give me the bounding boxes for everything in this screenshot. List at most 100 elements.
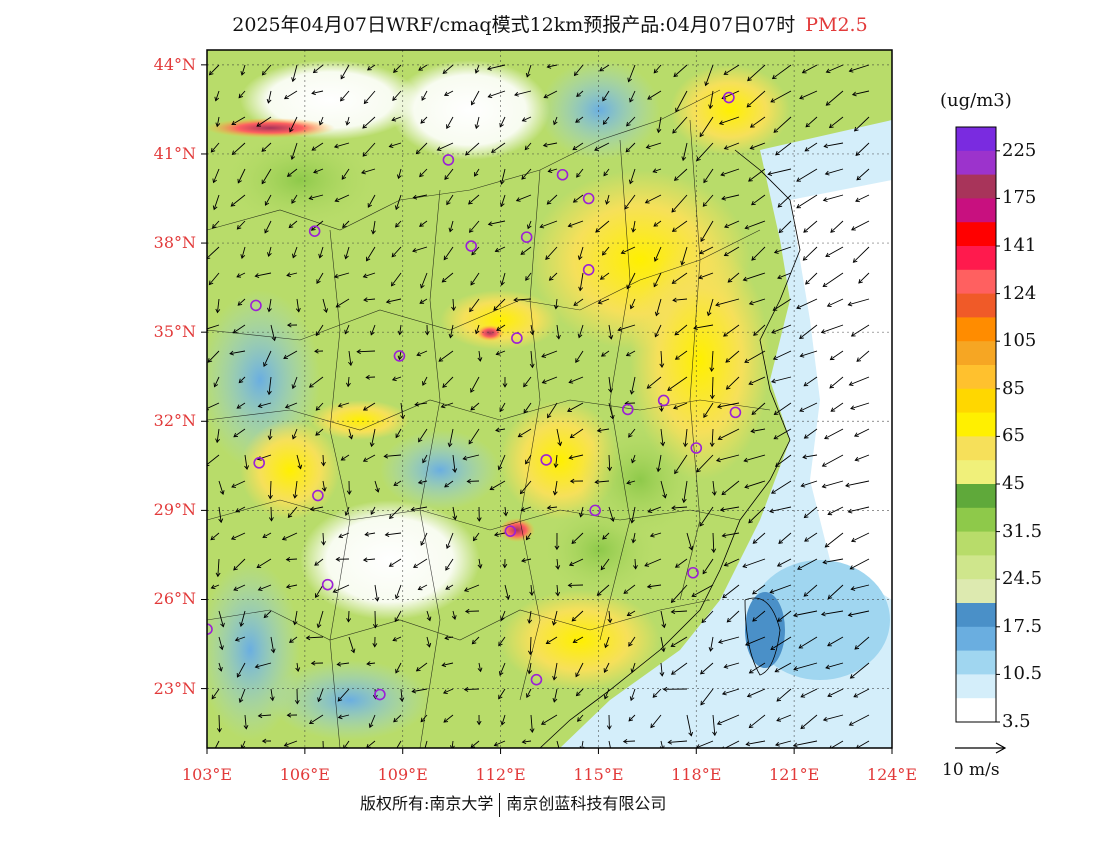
wind-vector (215, 298, 221, 314)
wind-vector (604, 636, 610, 649)
city-station-marker (465, 240, 478, 252)
wind-vector (444, 635, 454, 641)
wind-vector (649, 532, 662, 538)
wind-vector (625, 142, 636, 153)
wind-vector (725, 376, 740, 390)
colorbar-swatch (956, 127, 996, 152)
wind-vector (474, 116, 480, 130)
wind-vector (711, 480, 717, 496)
wind-vector (699, 116, 714, 138)
wind-vector (748, 662, 766, 674)
wind-vector (322, 298, 329, 314)
wind-vector (855, 194, 870, 203)
wind-vector (751, 246, 766, 261)
wind-vector (344, 324, 350, 335)
wind-vector (681, 142, 688, 162)
wind-vector (232, 324, 246, 334)
wind-vector (623, 584, 636, 594)
wind-vector (772, 298, 792, 311)
wind-vector (292, 610, 298, 626)
wind-vector (596, 584, 610, 596)
wind-vector (803, 506, 818, 519)
wind-vector (696, 454, 714, 473)
wind-vector (656, 454, 662, 473)
wind-vector (727, 272, 740, 283)
wind-vector (628, 428, 636, 438)
wind-vector (284, 402, 298, 409)
wind-vector (315, 402, 324, 411)
wind-vector (828, 116, 844, 129)
wind-vector (471, 636, 480, 645)
wind-vector (853, 428, 870, 437)
wind-vector (335, 298, 350, 308)
wind-vector (218, 480, 225, 495)
wind-vector (793, 662, 818, 671)
wind-vector (805, 272, 818, 285)
wind-vector (270, 324, 277, 342)
wind-vector (233, 558, 246, 571)
wind-vector (601, 246, 610, 256)
wind-vector (556, 740, 560, 748)
wind-vector (452, 454, 458, 473)
wind-vector (315, 428, 324, 436)
wind-vector (336, 661, 350, 667)
wind-vector (852, 246, 870, 263)
wind-vector (320, 740, 326, 748)
wind-vector (547, 168, 558, 173)
wind-vector (599, 64, 610, 72)
wind-vector (286, 168, 298, 177)
wind-vector (803, 428, 818, 439)
wind-vector (451, 610, 457, 620)
wind-vector (802, 454, 818, 460)
wind-vector (291, 428, 298, 440)
wind-vector (723, 324, 740, 337)
wind-vector (753, 324, 766, 336)
wind-vector (466, 478, 480, 484)
wind-vector (670, 609, 688, 615)
wind-vector (800, 688, 818, 698)
wind-vector (499, 402, 506, 413)
wind-vector (546, 505, 558, 511)
wind-vector (654, 298, 662, 317)
wind-vector (719, 506, 740, 513)
wind-vector (777, 194, 792, 208)
wind-vector (724, 220, 740, 229)
wind-vector (799, 90, 818, 100)
wind-vector (602, 90, 610, 102)
wind-vector (285, 584, 298, 589)
wind-vector (495, 427, 506, 433)
wind-vector (444, 480, 454, 488)
lon-tick-label: 103°E (181, 765, 233, 784)
wind-vector (314, 348, 324, 354)
wind-vector (294, 688, 300, 705)
wind-vector (571, 610, 584, 622)
wind-vector (261, 142, 272, 152)
wind-vector (527, 662, 533, 675)
wind-vector (647, 506, 662, 513)
wind-vector (715, 298, 740, 307)
wind-vector (207, 324, 220, 332)
wind-vector (744, 480, 766, 489)
wind-vector (825, 64, 844, 74)
wind-vector (775, 740, 792, 747)
wind-vector (797, 558, 818, 570)
wind-vector (672, 297, 688, 303)
colorbar (955, 126, 1000, 723)
wind-vector (395, 220, 402, 228)
wind-vector (391, 246, 402, 258)
wind-vector (547, 402, 558, 419)
wind-vector (708, 90, 714, 110)
wind-vector (363, 297, 376, 303)
wind-vector (496, 324, 506, 331)
wind-vector (704, 64, 714, 87)
wind-vector (709, 350, 715, 373)
wind-vector (771, 480, 792, 494)
wind-vector (417, 584, 428, 591)
wind-vector (546, 194, 558, 205)
colorbar-swatch (956, 603, 996, 628)
wind-vector (415, 662, 428, 672)
wind-vector (529, 350, 535, 369)
wind-vector (572, 194, 584, 203)
wind-vector (493, 532, 506, 537)
wind-vector (237, 168, 246, 184)
